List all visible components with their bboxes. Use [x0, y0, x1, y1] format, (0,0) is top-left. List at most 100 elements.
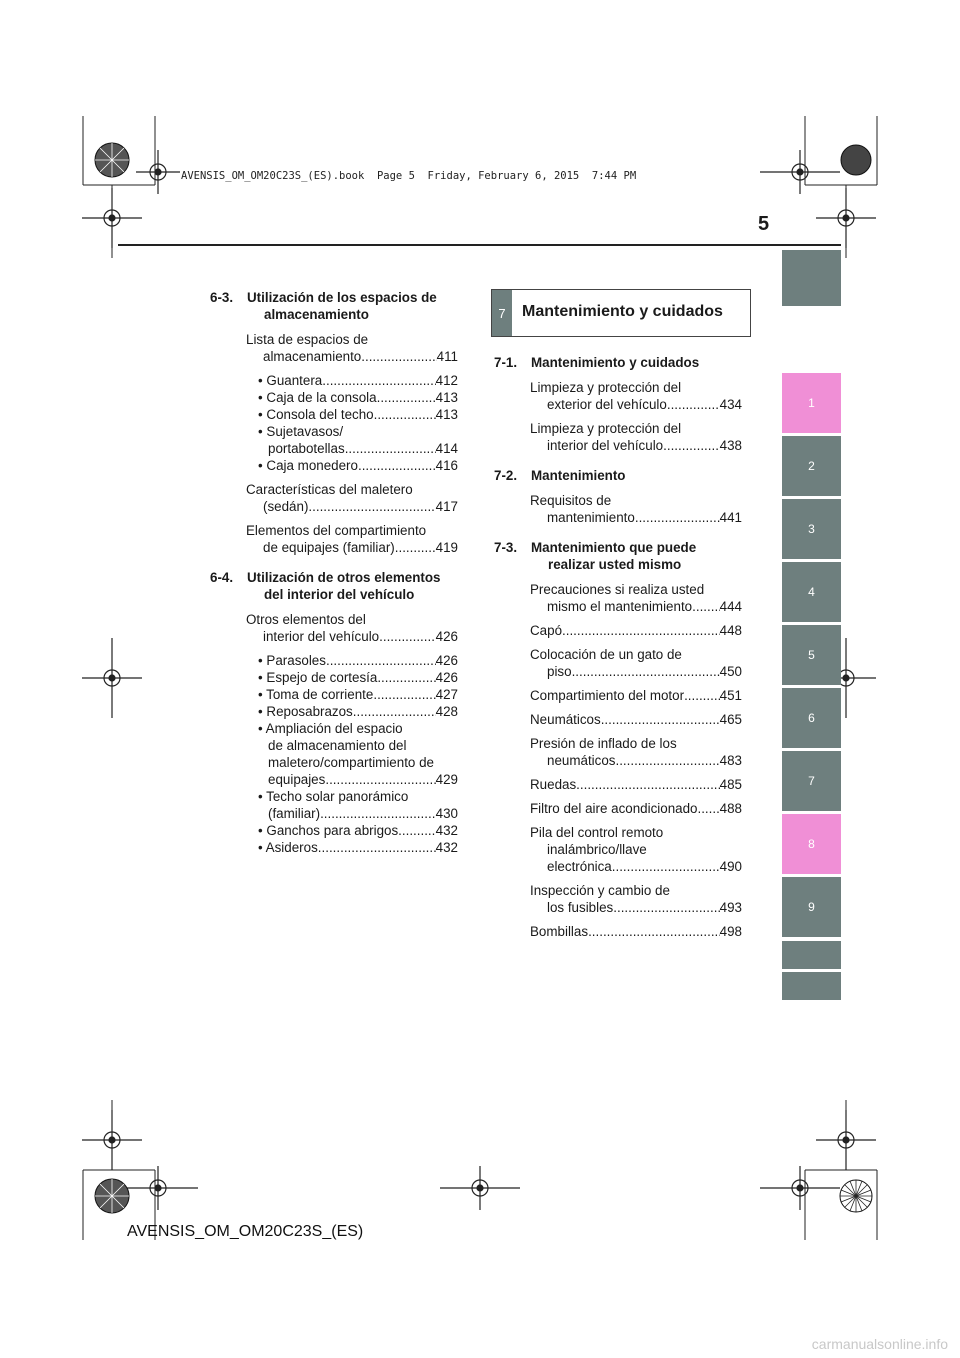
toc-entry-text: almacenamiento [263, 349, 362, 364]
toc-entry[interactable]: Características del maletero (sedán) 417 [246, 481, 458, 515]
print-header-line: AVENSIS_OM_OM20C23S_(ES).book Page 5 Fri… [181, 170, 637, 182]
right-toc-column: 7-1. Mantenimiento y cuidados Limpieza y p… [494, 354, 742, 953]
page-reference: 427 [435, 687, 458, 702]
toc-entry[interactable]: • Reposabrazos 428 [258, 703, 458, 720]
toc-entry-text: de almacenamiento del [268, 738, 407, 753]
page-reference: 441 [719, 510, 742, 525]
chapter-tab-4[interactable]: 4 [782, 562, 841, 622]
toc-entry[interactable]: Precauciones si realiza usted mismo el ma… [530, 581, 742, 615]
toc-entry[interactable]: • Parasoles 426 [258, 652, 458, 669]
toc-entry-text: • Caja de la consola [258, 390, 377, 405]
chapter-tab-6[interactable]: 6 [782, 688, 841, 748]
section-title-line: del interior del vehículo [264, 587, 415, 602]
toc-entry[interactable]: • Caja de la consola 413 [258, 389, 458, 406]
header-rule [118, 244, 841, 246]
toc-entry-text: • Parasoles [258, 653, 326, 668]
toc-entry[interactable]: • Espejo de cortesía 426 [258, 669, 458, 686]
page-reference: 448 [719, 623, 742, 638]
dot-leader [613, 899, 719, 916]
toc-entry[interactable]: Colocación de un gato de piso 450 [530, 646, 742, 680]
toc-entry-text: Lista de espacios de [246, 332, 369, 347]
toc-entry[interactable]: • Caja monedero 416 [258, 457, 458, 474]
toc-entry[interactable]: Presión de inflado de los neumáticos 483 [530, 735, 742, 769]
chapter-tab-7[interactable]: 7 [782, 751, 841, 811]
toc-entry[interactable]: • Toma de corriente 427 [258, 686, 458, 703]
page-reference: 413 [435, 390, 458, 405]
toc-entry-text: Elementos del compartimiento [246, 523, 427, 538]
section-title-line: Mantenimiento [531, 468, 626, 483]
page-reference: 428 [435, 704, 458, 719]
toc-entry[interactable]: Capó 448 [530, 622, 742, 639]
page-number: 5 [758, 213, 770, 235]
toc-entry[interactable]: Lista de espacios de almacenamiento 411 [246, 331, 458, 365]
toc-entry[interactable]: • Guantera 412 [258, 372, 458, 389]
toc-entry-text: • Techo solar panorámico [258, 789, 409, 804]
chapter-tab-blank[interactable] [782, 250, 841, 306]
toc-entry[interactable]: • Ampliación del espacio de almacenamient… [258, 720, 458, 788]
page-reference: 419 [435, 540, 458, 555]
chapter-tab-5[interactable]: 5 [782, 625, 841, 685]
toc-entry-text: neumáticos [547, 753, 616, 768]
page-reference: 413 [435, 407, 458, 422]
toc-entry[interactable]: Otros elementos del interior del vehículo… [246, 611, 458, 645]
toc-entry-text: Neumáticos [530, 712, 601, 727]
chapter-tab-1[interactable]: 1 [782, 373, 841, 433]
page-reference: 490 [719, 859, 742, 874]
chapter-tab-8[interactable]: 8 [782, 814, 841, 874]
toc-entry[interactable]: Inspección y cambio de los fusibles 493 [530, 882, 742, 916]
watermark: carmanualsonline.info [811, 1336, 948, 1352]
toc-entry[interactable]: • Techo solar panorámico (familiar) 430 [258, 788, 458, 822]
toc-entry-text: Precauciones si realiza usted [530, 582, 705, 597]
chapter-tab-9[interactable]: 9 [782, 877, 841, 937]
toc-entry-text: Inspección y cambio de [530, 883, 670, 898]
toc-entry[interactable]: Bombillas 498 [530, 923, 742, 940]
chapter-tab-blank[interactable] [782, 941, 841, 969]
dot-leader [326, 652, 436, 669]
toc-entry[interactable]: Compartimiento del motor 451 [530, 687, 742, 704]
toc-entry-text: Características del maletero [246, 482, 413, 497]
dot-leader [615, 752, 719, 769]
toc-entry[interactable]: Pila del control remoto inalámbrico/llave… [530, 824, 742, 875]
page-reference: 426 [435, 629, 458, 644]
page-reference: 434 [719, 397, 742, 412]
toc-entry-text: los fusibles [547, 900, 614, 915]
toc-entry-text: portabotellas [268, 441, 345, 456]
toc-entry-text: Filtro del aire acondicionado [530, 801, 698, 816]
toc-entry[interactable]: • Asideros 432 [258, 839, 458, 856]
page-reference: 426 [435, 670, 458, 685]
page-reference: 429 [435, 772, 458, 787]
toc-entry-text: Presión de inflado de los [530, 736, 677, 751]
dot-leader [379, 628, 436, 645]
toc-entry[interactable]: Neumáticos 465 [530, 711, 742, 728]
chapter-tab-3[interactable]: 3 [782, 499, 841, 559]
dot-leader [692, 598, 720, 615]
toc-entry-text: Pila del control remoto [530, 825, 664, 840]
toc-entry[interactable]: Ruedas 485 [530, 776, 742, 793]
toc-entry[interactable]: Limpieza y protección del interior del ve… [530, 420, 742, 454]
chapter-tab-blank[interactable] [782, 972, 841, 1000]
dot-leader [358, 457, 436, 474]
dot-leader [361, 348, 436, 365]
toc-entry[interactable]: • Consola del techo 413 [258, 406, 458, 423]
toc-entry-text: mantenimiento [547, 510, 635, 525]
section-number: 7-1. [494, 355, 518, 370]
toc-entry-text: • Ganchos para abrigos [258, 823, 399, 838]
toc-entry[interactable]: Filtro del aire acondicionado 488 [530, 800, 742, 817]
toc-entry-text: de equipajes (familiar) [263, 540, 395, 555]
footer-document-code: AVENSIS_OM_OM20C23S_(ES) [127, 1223, 364, 1240]
section-heading: 6-4. Utilización de otros elementos del in… [210, 569, 458, 603]
toc-entry[interactable]: • Sujetavasos/portabotellas 414 [258, 423, 458, 457]
dot-leader [374, 406, 436, 423]
dot-leader [697, 800, 719, 817]
toc-entry[interactable]: Limpieza y protección del exterior del ve… [530, 379, 742, 413]
section-number: 6-3. [210, 290, 234, 305]
toc-entry[interactable]: Requisitos de mantenimiento 441 [530, 492, 742, 526]
dot-leader [345, 440, 436, 457]
dot-leader [373, 686, 435, 703]
chapter-tab-2[interactable]: 2 [782, 436, 841, 496]
toc-entry[interactable]: Elementos del compartimiento de equipajes… [246, 522, 458, 556]
dot-leader [395, 539, 436, 556]
toc-entry-text: • Caja monedero [258, 458, 358, 473]
toc-entry[interactable]: • Ganchos para abrigos 432 [258, 822, 458, 839]
dot-leader [398, 822, 435, 839]
